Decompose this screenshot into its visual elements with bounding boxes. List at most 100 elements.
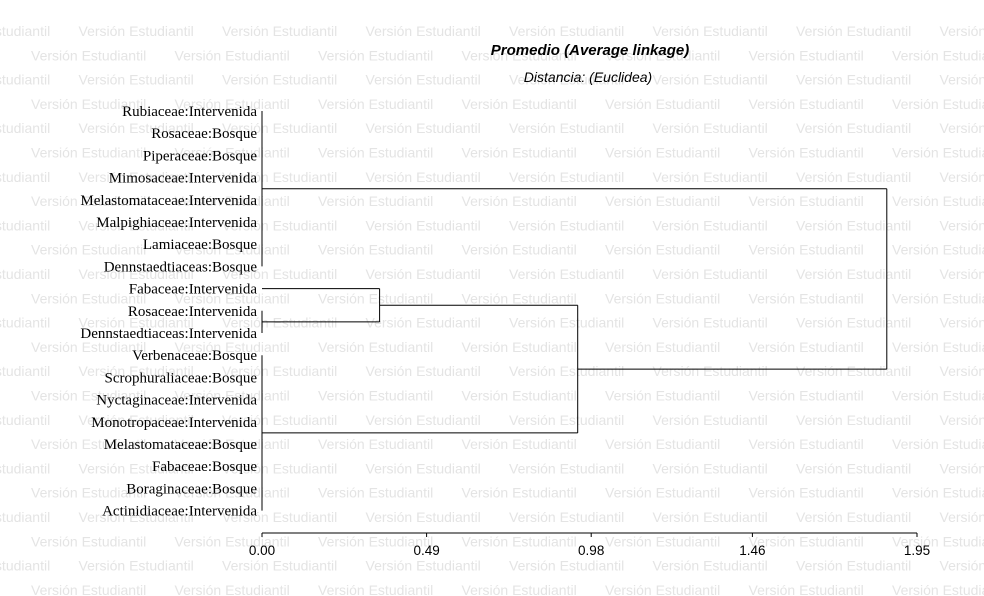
watermark-text: Versión Estudiantil	[796, 266, 911, 282]
watermark-text: Versión Estudiantil	[175, 290, 290, 306]
watermark-text: Versión Estudiantil	[0, 266, 50, 282]
watermark-text: Versión Estudiantil	[653, 460, 768, 476]
leaf-label: Malpighiaceae:Intervenida	[96, 215, 257, 231]
leaf-label: Nyctaginaceae:Intervenida	[96, 393, 257, 409]
watermark-text: Versión Estudiantil	[749, 145, 864, 161]
watermark-text: Versión Estudiantil	[366, 558, 481, 574]
watermark-text: Versión Estudiantil	[0, 315, 50, 331]
chart-subtitle: Distancia: (Euclidea)	[524, 69, 652, 85]
watermark-text: Versión Estudiantil	[940, 266, 984, 282]
watermark-text: Versión Estudiantil	[892, 436, 984, 452]
watermark-text: Versión Estudiantil	[749, 582, 864, 596]
watermark-text: Versión Estudiantil	[318, 193, 433, 209]
watermark-text: Versión Estudiantil	[366, 460, 481, 476]
watermark-text: Versión Estudiantil	[222, 169, 337, 185]
watermark-text: Versión Estudiantil	[749, 436, 864, 452]
watermark-text: Versión Estudiantil	[749, 533, 864, 549]
x-tick-label: 0.00	[249, 543, 275, 558]
watermark-text: Versión Estudiantil	[79, 363, 194, 379]
watermark-text: Versión Estudiantil	[222, 363, 337, 379]
watermark-text: Versión Estudiantil	[940, 72, 984, 88]
watermark-text: Versión Estudiantil	[940, 217, 984, 233]
watermark-text: Versión Estudiantil	[318, 388, 433, 404]
watermark-text: Versión Estudiantil	[31, 485, 146, 501]
watermark-text: Versión Estudiantil	[31, 193, 146, 209]
watermark-text: Versión Estudiantil	[175, 485, 290, 501]
watermark-text: Versión Estudiantil	[222, 460, 337, 476]
leaf-label: Rubiaceae:Intervenida	[122, 104, 257, 120]
watermark-text: Versión Estudiantil	[892, 242, 984, 258]
watermark-text: Versión Estudiantil	[31, 388, 146, 404]
watermark-text: Versión Estudiantil	[222, 72, 337, 88]
watermark-text: Versión Estudiantil	[605, 436, 720, 452]
watermark-text: Versión Estudiantil	[605, 290, 720, 306]
watermark-text: Versión Estudiantil	[749, 339, 864, 355]
watermark-text: Versión Estudiantil	[318, 339, 433, 355]
watermark-text: Versión Estudiantil	[318, 290, 433, 306]
watermark-text: Versión Estudiantil	[0, 120, 50, 136]
watermark-text: Versión Estudiantil	[940, 558, 984, 574]
leaf-label: Rosaceae:Intervenida	[128, 304, 257, 320]
watermark-text: Versión Estudiantil	[0, 460, 50, 476]
watermark-text: Versión Estudiantil	[509, 460, 624, 476]
watermark-text: Versión Estudiantil	[31, 290, 146, 306]
watermark-text: Versión Estudiantil	[175, 145, 290, 161]
x-tick-label: 0.98	[578, 543, 604, 558]
x-tick-label: 1.46	[739, 543, 765, 558]
watermark-text: Versión Estudiantil	[892, 485, 984, 501]
watermark-text: Versión Estudiantil	[318, 242, 433, 258]
watermark-text: Versión Estudiantil	[318, 145, 433, 161]
watermark-text: Versión Estudiantil	[79, 120, 194, 136]
watermark-text: Versión Estudiantil	[940, 169, 984, 185]
leaf-label: Melastomataceae:Bosque	[104, 437, 258, 453]
watermark-text: Versión Estudiantil	[79, 23, 194, 39]
watermark-text: Versión Estudiantil	[892, 193, 984, 209]
watermark-text: Versión Estudiantil	[749, 242, 864, 258]
watermark-text: Versión Estudiantil	[796, 509, 911, 525]
leaf-label: Actinidiaceae:Intervenida	[102, 504, 257, 520]
watermark-text: Versión Estudiantil	[796, 460, 911, 476]
watermark-text: Versión Estudiantil	[462, 193, 577, 209]
watermark-text: Versión Estudiantil	[940, 23, 984, 39]
watermark-text: Versión Estudiantil	[79, 460, 194, 476]
watermark-text: Versión Estudiantil	[462, 96, 577, 112]
watermark-text: Versión Estudiantil	[653, 363, 768, 379]
watermark-text: Versión Estudiantil	[509, 266, 624, 282]
watermark-text: Versión Estudiantil	[940, 315, 984, 331]
leaf-label: Melastomataceae:Intervenida	[80, 193, 257, 209]
watermark-text: Versión Estudiantil	[605, 242, 720, 258]
watermark-text: Versión Estudiantil	[31, 533, 146, 549]
dendrogram-branches	[261, 111, 888, 511]
watermark-text: Versión Estudiantil	[222, 558, 337, 574]
watermark-text: Versión Estudiantil	[509, 23, 624, 39]
watermark-text: Versión Estudiantil	[79, 509, 194, 525]
watermark-text: Versión Estudiantil	[749, 290, 864, 306]
watermark-text: Versión Estudiantil	[222, 217, 337, 233]
watermark-text: Versión Estudiantil	[749, 47, 864, 63]
watermark-text: Versión Estudiantil	[462, 145, 577, 161]
watermark-text: Versión Estudiantil	[31, 96, 146, 112]
watermark-text: Versión Estudiantil	[940, 509, 984, 525]
watermark-text: Versión Estudiantil	[79, 169, 194, 185]
watermark-text: Versión Estudiantil	[462, 290, 577, 306]
watermark-text: Versión Estudiantil	[462, 533, 577, 549]
watermark-text: Versión Estudiantil	[0, 217, 50, 233]
watermark-text: Versión Estudiantil	[318, 96, 433, 112]
watermark-text: Versión Estudiantil	[653, 412, 768, 428]
watermark-text: Versión Estudiantil	[318, 533, 433, 549]
watermark-text: Versión Estudiantil	[462, 485, 577, 501]
watermark-text: Versión Estudiantil	[222, 120, 337, 136]
watermark-text: Versión Estudiantil	[796, 23, 911, 39]
watermark-text: Versión Estudiantil	[796, 120, 911, 136]
watermark-text: Versión Estudiantil	[892, 96, 984, 112]
watermark-text: Versión Estudiantil	[892, 339, 984, 355]
watermark-text: Versión Estudiantil	[222, 315, 337, 331]
watermark-text: Versión Estudiantil	[940, 460, 984, 476]
watermark-text: Versión Estudiantil	[509, 120, 624, 136]
watermark-text: Versión Estudiantil	[366, 315, 481, 331]
watermark-text: Versión Estudiantil	[796, 412, 911, 428]
watermark-text: Versión Estudiantil	[79, 315, 194, 331]
x-tick-label: 1.95	[904, 543, 930, 558]
watermark-text: Versión Estudiantil	[0, 363, 50, 379]
